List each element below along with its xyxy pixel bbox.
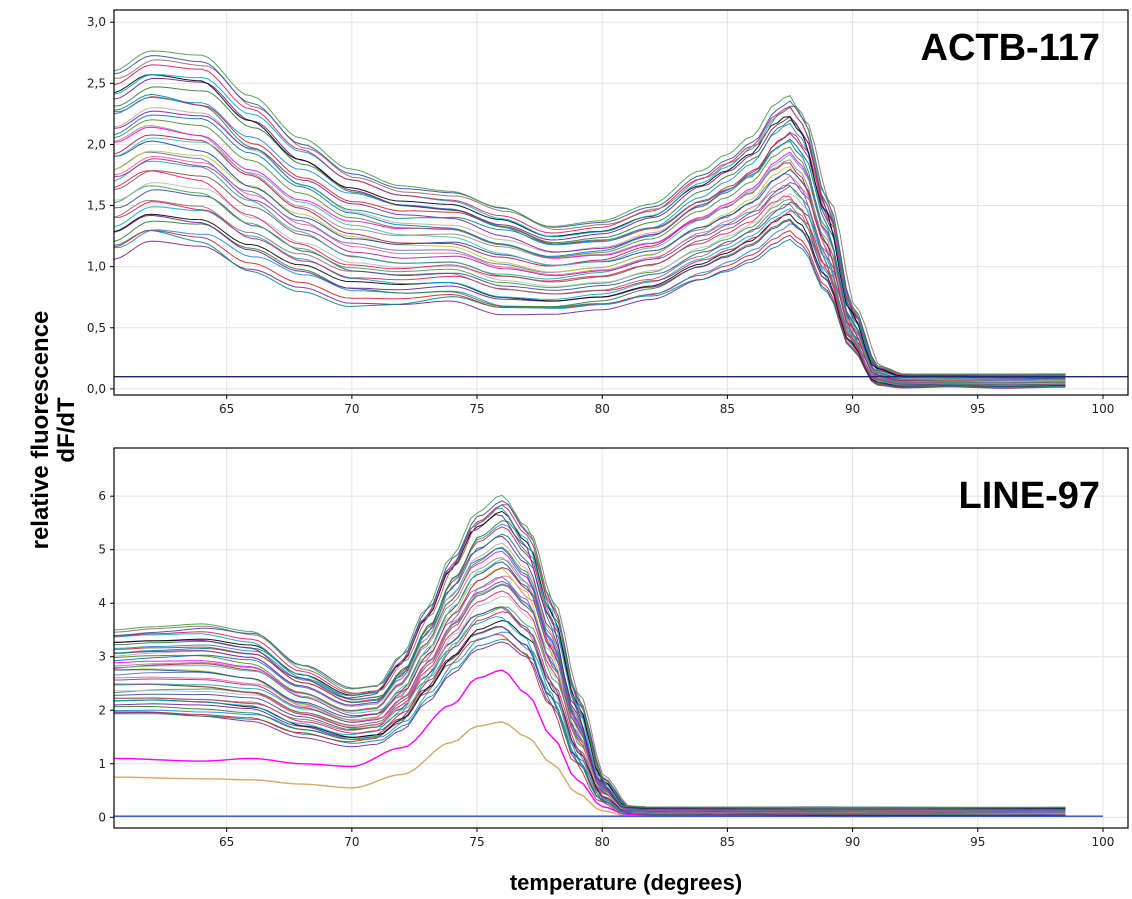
line-97-panel: 0 1 2 3 4 5 6 65 70 75 80 85 90 95 100 LINE-97 <box>98 447 1129 849</box>
actb-panel-title: ACTB-117 <box>921 27 1101 69</box>
y-tick-label: 6 <box>98 489 106 503</box>
line-curves <box>113 494 1103 818</box>
y-tick-label: 2 <box>98 703 106 717</box>
x-tick-label: 95 <box>970 835 985 849</box>
y-tick-label: 2,0 <box>87 137 106 151</box>
melt-curve <box>113 206 1066 387</box>
x-tick-label: 95 <box>970 402 985 416</box>
y-tick-label: 0 <box>98 810 106 824</box>
melt-curve <box>113 125 1066 380</box>
x-tick-label: 65 <box>219 402 234 416</box>
actb-plot-area <box>114 10 1128 395</box>
y-tick-label: 3 <box>98 650 106 664</box>
x-tick-label: 100 <box>1092 402 1115 416</box>
y-axis-label-line-1: relative fluorescence <box>27 311 54 550</box>
x-tick-label: 80 <box>595 402 610 416</box>
line-plot-area <box>114 448 1128 828</box>
x-tick-label: 85 <box>720 402 735 416</box>
melt-curve <box>113 218 1066 388</box>
actb-curves <box>113 50 1066 389</box>
x-tick-label: 65 <box>219 835 234 849</box>
y-tick-label: 1,5 <box>87 199 106 213</box>
actb-117-panel: 0,00,51,01,52,02,53,0 65 70 75 80 85 90 95 100 … <box>87 9 1129 416</box>
y-tick-label: 3,0 <box>87 15 106 29</box>
melt-curve <box>113 107 1066 379</box>
line-y-ticks: 0 1 2 3 4 5 6 <box>98 489 114 824</box>
line-plot-frame <box>113 447 1129 829</box>
x-tick-label: 80 <box>595 835 610 849</box>
y-tick-label: 2,5 <box>87 76 106 90</box>
x-tick-label: 75 <box>469 402 484 416</box>
melt-curve <box>113 64 1066 376</box>
line-panel-title: LINE-97 <box>959 475 1100 517</box>
melt-curve <box>113 93 1066 379</box>
y-tick-label: 5 <box>98 543 106 557</box>
y-axis-label-line-2: dF/dT <box>53 397 80 463</box>
y-tick-label: 1,0 <box>87 260 106 274</box>
y-tick-label: 4 <box>98 596 106 610</box>
x-tick-label: 90 <box>845 402 860 416</box>
y-tick-label: 1 <box>98 757 106 771</box>
x-tick-label: 70 <box>344 835 359 849</box>
melt-curve <box>113 134 1066 382</box>
line-grid <box>114 448 1128 828</box>
actb-plot-frame <box>113 9 1129 396</box>
actb-x-ticks: 65 70 75 80 85 90 95 100 <box>219 395 1114 416</box>
melt-curve <box>113 160 1066 384</box>
x-axis-label: temperature (degrees) <box>510 870 742 895</box>
y-tick-label: 0,0 <box>87 382 106 396</box>
x-tick-label: 90 <box>845 835 860 849</box>
x-tick-label: 70 <box>344 402 359 416</box>
x-tick-label: 75 <box>469 835 484 849</box>
x-tick-label: 85 <box>720 835 735 849</box>
melt-curve <box>113 50 1066 375</box>
melt-curve <box>113 494 1066 808</box>
line-x-ticks: 65 70 75 80 85 90 95 100 <box>219 828 1114 849</box>
y-tick-label: 0,5 <box>87 321 106 335</box>
actb-y-ticks: 0,0 0,5 1,0 1,5 2,0 2,5 3,0 <box>87 15 114 396</box>
x-tick-label: 100 <box>1092 835 1115 849</box>
